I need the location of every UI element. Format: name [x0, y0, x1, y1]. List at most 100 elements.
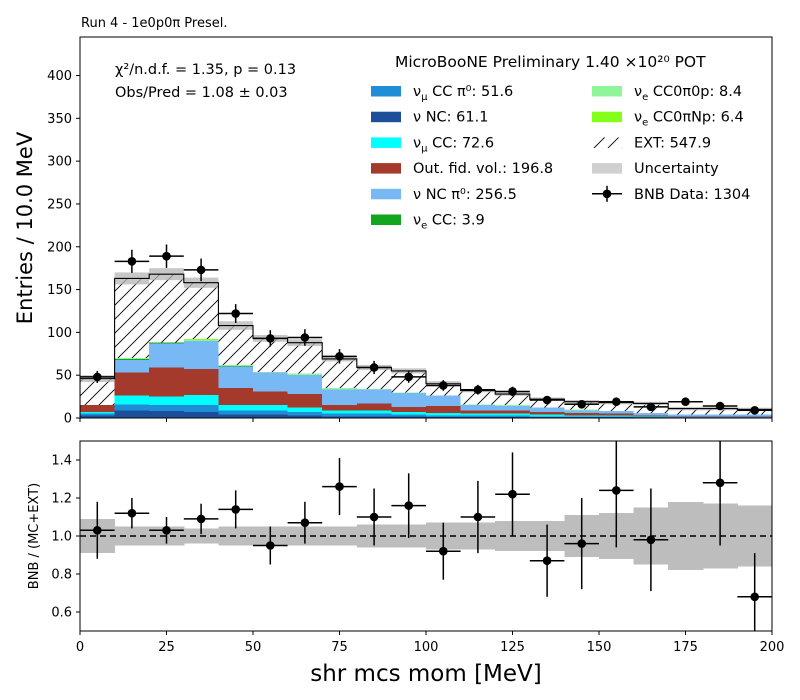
bar-4-12	[495, 406, 530, 411]
xtick-label-6: 150	[587, 640, 612, 655]
bar-1-4	[218, 410, 253, 415]
legend-label-c2-4: BNB Data: 1304	[634, 187, 750, 203]
bar-1-7	[322, 413, 357, 417]
legend-label-c1-0: νμ CC π⁰: 51.6	[413, 84, 513, 103]
bar-4-1	[114, 359, 150, 373]
bar-8-17	[668, 408, 703, 415]
main-ytick-label-5: 250	[47, 197, 72, 212]
data-point-8	[356, 360, 392, 375]
bar-2-5	[253, 405, 288, 411]
bar-8-12	[495, 394, 530, 406]
ratio-point-14	[564, 498, 599, 590]
bar-4-13	[529, 407, 565, 413]
ratio-point-12	[495, 452, 530, 536]
bar-6-1	[114, 358, 150, 359]
bar-3-2	[149, 367, 184, 397]
bar-2-16	[633, 416, 669, 418]
obs-pred-annotation: Obs/Pred = 1.08 ± 0.03	[115, 85, 288, 101]
legend-label-c2-1: νe CC0πNp: 6.4	[634, 110, 744, 129]
data-point-13	[529, 395, 565, 405]
main-axes: 0 50 100 150 200 250 300 350 400	[47, 69, 773, 427]
bar-2-6	[287, 407, 323, 413]
bar-6-5	[253, 371, 288, 373]
ratio-point-13	[529, 524, 565, 597]
bar-1-0	[80, 413, 115, 416]
run-label: Run 4 - 1e0p0π Presel.	[81, 16, 228, 31]
legend-swatch-4	[371, 188, 401, 200]
ratio-band-7	[322, 526, 358, 546]
data-point-11	[460, 384, 496, 395]
ratio-point-4	[218, 490, 253, 529]
bar-1-3	[183, 405, 219, 413]
data-point-16	[633, 402, 669, 412]
bar-7-3	[183, 339, 219, 341]
bar-0-9	[391, 416, 426, 418]
bar-2-7	[322, 410, 357, 414]
ratio-point-16	[633, 488, 669, 592]
bar-6-9	[391, 392, 426, 394]
legend-swatch-c2-0	[592, 86, 622, 97]
data-point-1	[114, 249, 150, 273]
x-axis-label: shr mcs mom [MeV]	[310, 661, 542, 687]
bar-3-16	[633, 415, 669, 417]
xtick-label-4: 100	[414, 640, 439, 655]
legend-label-c1-2: νμ CC: 72.6	[413, 135, 494, 154]
bar-8-15	[599, 402, 634, 412]
bar-6-4	[218, 364, 253, 366]
bar-1-13	[529, 416, 565, 418]
ratio-point-9	[391, 473, 426, 538]
bar-4-11	[460, 405, 496, 411]
bar-1-14	[564, 416, 599, 418]
ratio-points	[80, 441, 772, 631]
bar-4-15	[599, 411, 634, 414]
bar-3-4	[218, 388, 253, 406]
bar-3-13	[529, 412, 565, 415]
bar-3-5	[253, 391, 288, 406]
bar-2-14	[564, 415, 599, 417]
bar-3-1	[114, 372, 150, 396]
bar-3-14	[564, 412, 599, 416]
legend-swatch-data	[592, 185, 622, 202]
ratio-ytick-label-2: 1.0	[51, 530, 72, 545]
xtick-label-1: 25	[158, 640, 175, 655]
bar-6-12	[495, 405, 530, 407]
bar-8-18	[702, 408, 738, 415]
ratio-point-19	[737, 553, 772, 631]
bar-8-4	[218, 325, 253, 365]
bar-6-11	[460, 404, 496, 406]
bar-8-6	[287, 342, 323, 374]
legend-label-c1-5: νe CC: 3.9	[413, 213, 485, 232]
bar-6-6	[287, 373, 323, 376]
legend-swatch-ext	[592, 137, 622, 148]
bar-2-15	[599, 415, 634, 417]
data-point-7	[322, 349, 357, 364]
data-point-15	[599, 397, 634, 407]
legend-swatch-c2-3	[592, 163, 622, 174]
legend-label-c1-1: ν NC: 61.1	[413, 110, 488, 126]
bar-4-17	[668, 414, 703, 417]
ratio-point-8	[356, 488, 392, 546]
data-point-10	[426, 380, 461, 391]
bar-3-8	[356, 403, 392, 411]
bar-0-6	[287, 415, 323, 418]
main-ytick-label-6: 300	[47, 155, 72, 170]
bar-1-2	[149, 405, 184, 412]
bar-1-8	[356, 413, 392, 417]
main-y-axis-label: Entries / 10.0 MeV	[13, 131, 37, 324]
legend: νμ CC π⁰: 51.6 ν NC: 61.1 νμ CC: 72.6 Out. …	[371, 84, 750, 232]
bar-4-2	[149, 343, 184, 368]
bar-1-12	[495, 415, 530, 418]
total-outline	[80, 273, 772, 418]
bar-3-19	[737, 416, 772, 418]
bar-3-0	[80, 405, 115, 413]
bar-4-9	[391, 393, 426, 407]
bar-4-16	[633, 412, 669, 416]
main-axes-frame	[79, 36, 773, 419]
ratio-ytick-label-4: 1.4	[51, 454, 72, 469]
ratio-point-3	[183, 503, 219, 535]
bar-4-18	[702, 414, 738, 417]
bar-2-8	[356, 410, 392, 414]
bar-2-2	[149, 396, 184, 406]
bar-3-15	[599, 413, 634, 416]
bar-0-5	[253, 414, 288, 418]
